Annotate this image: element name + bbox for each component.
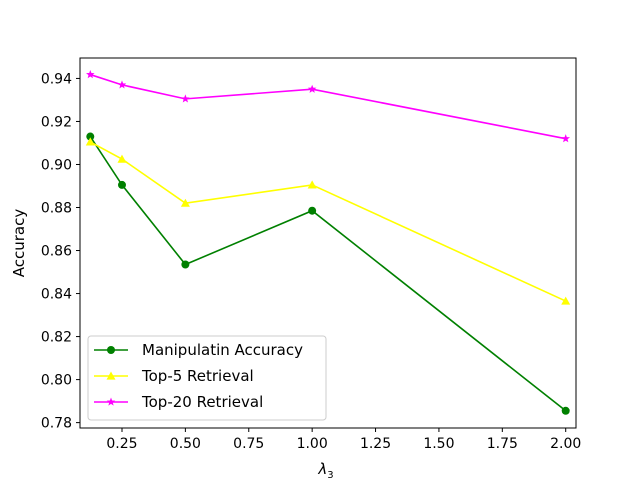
y-tick-label: 0.94 bbox=[41, 71, 72, 87]
data-point bbox=[117, 154, 127, 163]
y-tick-label: 0.82 bbox=[41, 330, 72, 346]
x-tick-label: 1.50 bbox=[423, 436, 454, 452]
y-tick-label: 0.84 bbox=[41, 287, 72, 303]
x-tick-label: 1.25 bbox=[360, 436, 391, 452]
legend-item: Top-5 Retrieval bbox=[94, 367, 254, 385]
y-tick-label: 0.88 bbox=[41, 201, 72, 217]
legend-swatch-marker bbox=[106, 397, 116, 406]
x-tick-label: 0.25 bbox=[106, 436, 137, 452]
data-point bbox=[561, 406, 570, 415]
legend bbox=[87, 335, 327, 421]
data-point bbox=[308, 206, 317, 215]
y-tick-label: 0.92 bbox=[41, 114, 72, 130]
series-3 bbox=[86, 70, 570, 143]
data-point bbox=[117, 180, 126, 189]
x-axis-label: λ3 bbox=[317, 460, 333, 480]
data-point bbox=[307, 180, 317, 189]
y-tick-label: 0.90 bbox=[41, 157, 72, 173]
legend-label: Top-5 Retrieval bbox=[141, 367, 254, 385]
legend-swatch-marker bbox=[107, 346, 115, 354]
legend-label: Manipulatin Accuracy bbox=[142, 341, 303, 359]
y-tick-label: 0.86 bbox=[41, 244, 72, 260]
data-point bbox=[561, 134, 570, 143]
y-tick-label: 0.78 bbox=[41, 416, 72, 432]
series-line bbox=[89, 141, 567, 302]
legend-item: Manipulatin Accuracy bbox=[94, 341, 303, 359]
series-line bbox=[90, 73, 566, 140]
data-point bbox=[85, 137, 95, 146]
x-tick-label: 0.75 bbox=[233, 436, 264, 452]
legend-label: Top-20 Retrieval bbox=[141, 393, 263, 411]
plot-frame bbox=[79, 57, 577, 429]
data-point bbox=[86, 132, 95, 141]
x-tick-label: 2.00 bbox=[550, 436, 581, 452]
data-point bbox=[181, 260, 190, 269]
x-tick-label: 1.00 bbox=[297, 436, 328, 452]
y-axis-label: Accuracy bbox=[10, 209, 28, 278]
data-point bbox=[180, 198, 190, 207]
series-1 bbox=[86, 132, 570, 415]
data-point bbox=[86, 70, 95, 79]
x-tick-label: 0.50 bbox=[170, 436, 201, 452]
y-tick-label: 0.80 bbox=[41, 373, 72, 389]
data-point bbox=[181, 94, 190, 103]
legend-swatch-marker bbox=[106, 371, 116, 380]
data-point bbox=[307, 84, 317, 93]
data-point bbox=[561, 296, 571, 305]
legend-item: Top-20 Retrieval bbox=[94, 393, 263, 411]
series-2 bbox=[85, 137, 571, 305]
x-tick-label: 1.75 bbox=[487, 436, 518, 452]
data-point bbox=[117, 80, 127, 89]
